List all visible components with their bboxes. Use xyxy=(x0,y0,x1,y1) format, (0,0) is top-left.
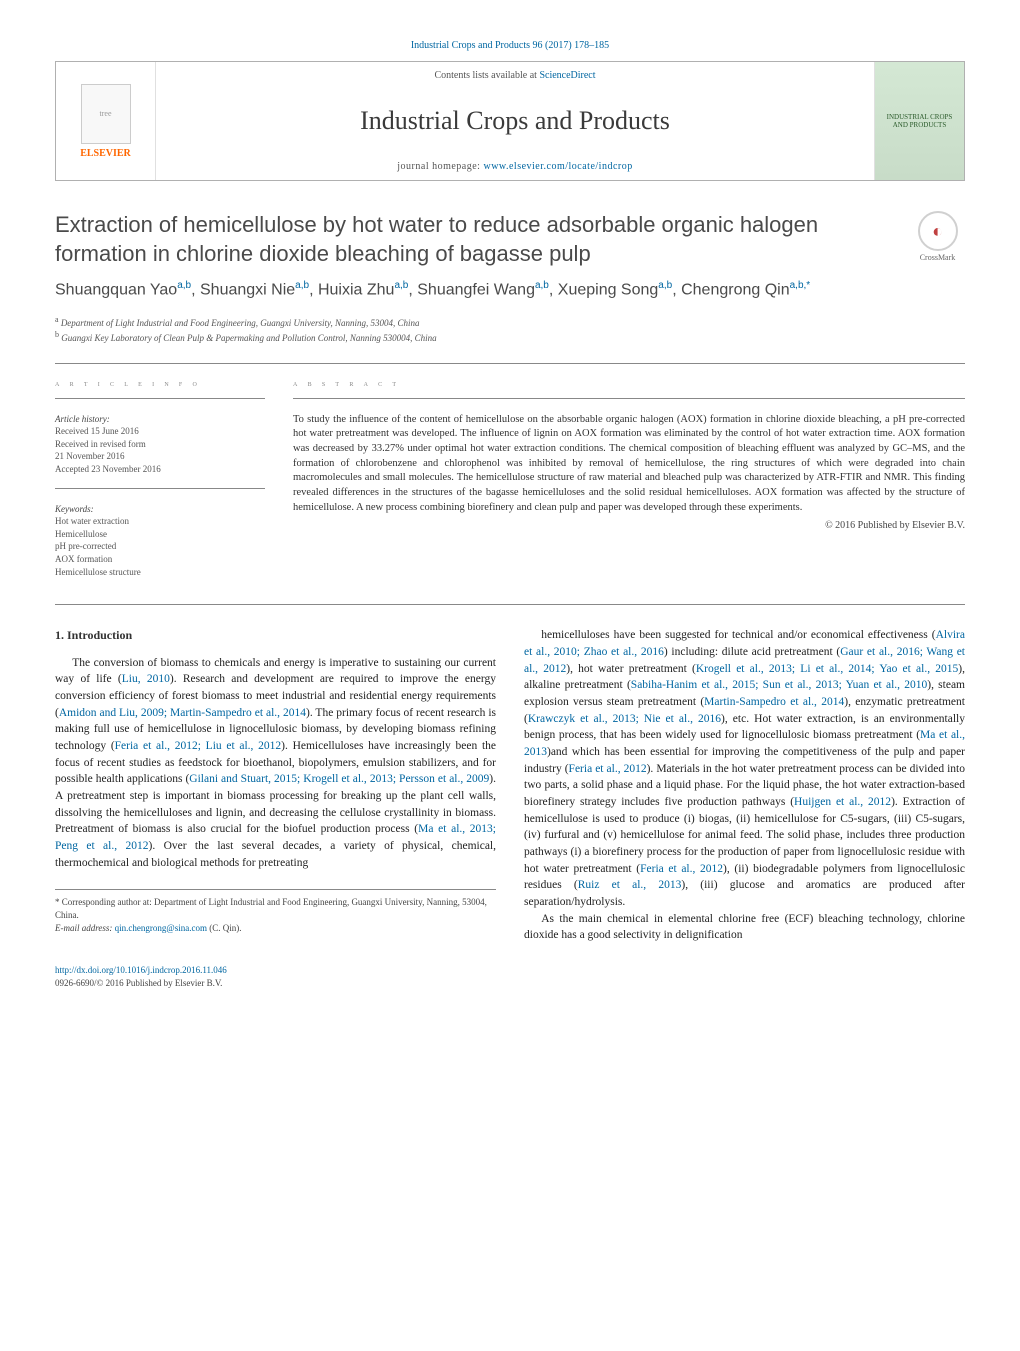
rule-abstract xyxy=(293,398,965,399)
affil-sup: a xyxy=(55,315,59,324)
keyword: Hot water extraction xyxy=(55,515,265,528)
corresponding-email-link[interactable]: qin.chengrong@sina.com xyxy=(115,923,207,933)
intro-para-1: The conversion of biomass to chemicals a… xyxy=(55,655,496,872)
history-label: Article history: xyxy=(55,413,265,426)
ref-link[interactable]: Krogell et al., 2013; Li et al., 2014; Y… xyxy=(696,663,958,675)
abstract-heading: a b s t r a c t xyxy=(293,378,965,388)
authors-line: Shuangquan Yaoa,b, Shuangxi Niea,b, Huix… xyxy=(55,280,965,299)
ref-link[interactable]: Gilani and Stuart, 2015; Krogell et al.,… xyxy=(189,773,489,785)
abstract-text: To study the influence of the content of… xyxy=(293,413,965,516)
journal-cover-thumbnail: INDUSTRIAL CROPS AND PRODUCTS xyxy=(874,62,964,180)
elsevier-wordmark: ELSEVIER xyxy=(80,148,131,159)
ref-link[interactable]: Feria et al., 2012 xyxy=(569,763,647,775)
keyword: pH pre-corrected xyxy=(55,540,265,553)
intro-heading: 1. Introduction xyxy=(55,627,496,644)
title-row: Extraction of hemicellulose by hot water… xyxy=(55,211,965,268)
article-info-heading: a r t i c l e i n f o xyxy=(55,378,265,388)
citation-header: Industrial Crops and Products 96 (2017) … xyxy=(55,40,965,51)
keyword: AOX formation xyxy=(55,553,265,566)
ref-link[interactable]: Amidon and Liu, 2009; Martin-Sampedro et… xyxy=(59,707,306,719)
affiliation-b: b Guangxi Key Laboratory of Clean Pulp &… xyxy=(55,329,965,345)
elsevier-logo: tree ELSEVIER xyxy=(56,62,156,180)
abstract-copyright: © 2016 Published by Elsevier B.V. xyxy=(293,520,965,531)
crossmark-icon: ◐ xyxy=(918,211,958,251)
ref-link[interactable]: Liu, 2010 xyxy=(122,673,170,685)
keywords-label: Keywords: xyxy=(55,503,265,516)
keywords-block: Keywords: Hot water extraction Hemicellu… xyxy=(55,503,265,579)
history-line: Received in revised form xyxy=(55,438,265,451)
ref-link[interactable]: Ma et al., 2013; Peng et al., 2012 xyxy=(55,823,496,852)
article-history: Article history: Received 15 June 2016 R… xyxy=(55,413,265,476)
issn-copyright: 0926-6690/© 2016 Published by Elsevier B… xyxy=(55,978,222,988)
email-suffix: (C. Qin). xyxy=(207,923,242,933)
ref-link[interactable]: Huijgen et al., 2012 xyxy=(794,796,891,808)
journal-homepage-link[interactable]: www.elsevier.com/locate/indcrop xyxy=(483,161,632,172)
history-line: Accepted 23 November 2016 xyxy=(55,463,265,476)
contents-available-line: Contents lists available at ScienceDirec… xyxy=(166,70,864,81)
ref-link[interactable]: Sabiha-Hanim et al., 2015; Sun et al., 2… xyxy=(631,679,927,691)
journal-homepage-line: journal homepage: www.elsevier.com/locat… xyxy=(166,161,864,172)
page-footer: http://dx.doi.org/10.1016/j.indcrop.2016… xyxy=(55,964,965,989)
elsevier-tree-icon: tree xyxy=(81,84,131,144)
abstract-column: a b s t r a c t To study the influence o… xyxy=(293,378,965,591)
email-line: E-mail address: qin.chengrong@sina.com (… xyxy=(55,922,496,935)
journal-title: Industrial Crops and Products xyxy=(166,106,864,136)
page-container: Industrial Crops and Products 96 (2017) … xyxy=(0,0,1020,1019)
header-center: Contents lists available at ScienceDirec… xyxy=(156,62,874,180)
crossmark-badge[interactable]: ◐ CrossMark xyxy=(910,211,965,262)
homepage-prefix: journal homepage: xyxy=(397,161,483,172)
keyword: Hemicellulose structure xyxy=(55,566,265,579)
affil-sup: b xyxy=(55,330,59,339)
contents-prefix: Contents lists available at xyxy=(434,70,539,81)
intro-para-3: As the main chemical in elemental chlori… xyxy=(524,911,965,944)
affiliations: a Department of Light Industrial and Foo… xyxy=(55,314,965,345)
article-info-column: a r t i c l e i n f o Article history: R… xyxy=(55,378,265,591)
history-line: 21 November 2016 xyxy=(55,450,265,463)
sciencedirect-link[interactable]: ScienceDirect xyxy=(539,70,595,81)
rule-bottom xyxy=(55,604,965,605)
corresponding-text: * Corresponding author at: Department of… xyxy=(55,896,496,921)
corresponding-author-footnote: * Corresponding author at: Department of… xyxy=(55,889,496,934)
crossmark-label: CrossMark xyxy=(920,253,956,262)
history-line: Received 15 June 2016 xyxy=(55,425,265,438)
journal-header-box: tree ELSEVIER Contents lists available a… xyxy=(55,61,965,181)
rule-info-2 xyxy=(55,488,265,489)
info-abstract-row: a r t i c l e i n f o Article history: R… xyxy=(55,378,965,591)
email-label: E-mail address: xyxy=(55,923,115,933)
affiliation-a: a Department of Light Industrial and Foo… xyxy=(55,314,965,330)
ref-link[interactable]: Ma et al., 2013 xyxy=(524,729,965,758)
body-two-column: 1. Introduction The conversion of biomas… xyxy=(55,627,965,944)
ref-link[interactable]: Feria et al., 2012 xyxy=(640,863,723,875)
rule-info xyxy=(55,398,265,399)
ref-link[interactable]: Krawczyk et al., 2013; Nie et al., 2016 xyxy=(528,713,721,725)
keyword: Hemicellulose xyxy=(55,528,265,541)
ref-link[interactable]: Feria et al., 2012; Liu et al., 2012 xyxy=(115,740,282,752)
doi-link[interactable]: http://dx.doi.org/10.1016/j.indcrop.2016… xyxy=(55,965,227,975)
ref-link[interactable]: Martin-Sampedro et al., 2014 xyxy=(704,696,844,708)
ref-link[interactable]: Ruiz et al., 2013 xyxy=(578,879,682,891)
intro-para-2: hemicelluloses have been suggested for t… xyxy=(524,627,965,910)
rule-top xyxy=(55,363,965,364)
article-title: Extraction of hemicellulose by hot water… xyxy=(55,211,895,268)
